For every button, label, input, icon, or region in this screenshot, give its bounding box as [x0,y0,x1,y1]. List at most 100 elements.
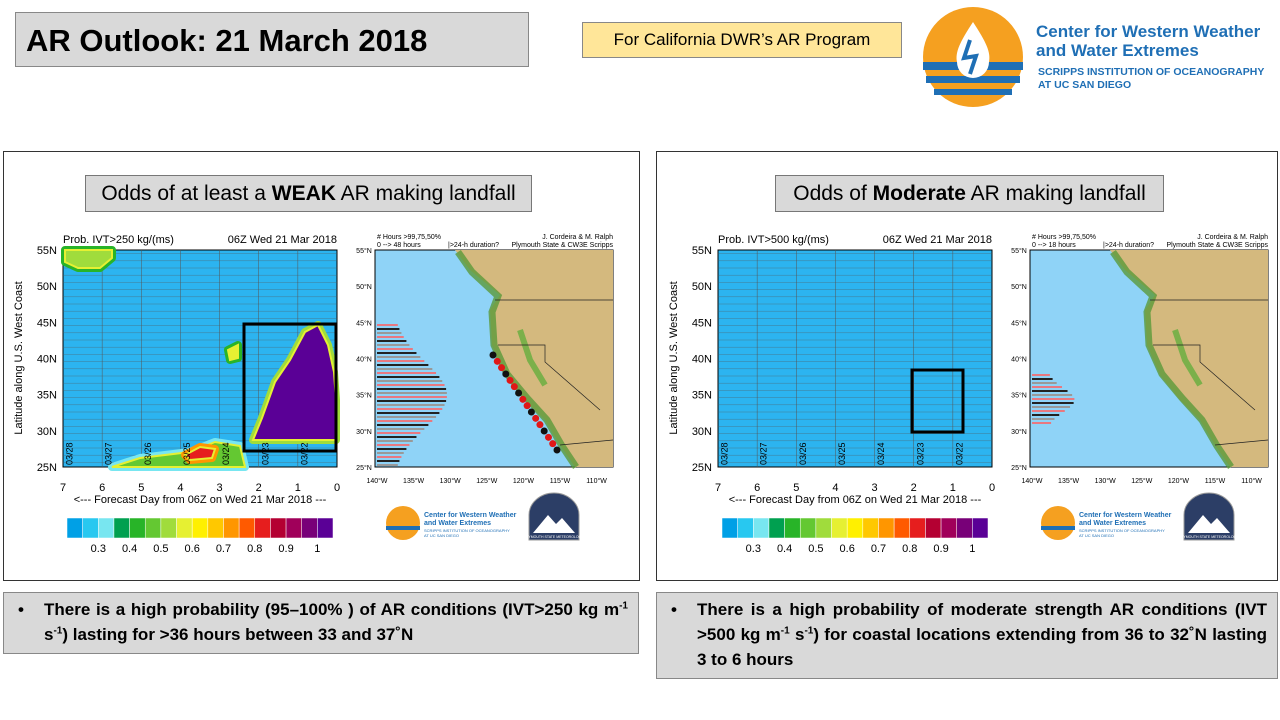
x-tick-label: 6 [99,482,105,494]
colorbar-cell [301,517,318,539]
x-tick-label: 5 [793,482,799,494]
map-lat-label: 50°N [1011,283,1027,291]
y-tick-label: 30N [692,426,712,438]
map-lon-label: 130°W [1095,477,1116,485]
mini-logo-stripe [386,526,420,530]
colorbar-cell [176,517,193,539]
plymouth-text: PLYMOUTH STATE METEOROLOGY [524,535,584,539]
landfall-dot [510,383,518,391]
highlight-box [910,368,965,434]
landfall-dot [523,402,531,410]
x-tick-label: 1 [950,482,956,494]
colorbar-label: 0.9 [933,543,948,555]
landfall-dot [540,427,548,435]
map-lat-label: 35°N [1011,392,1027,400]
map-credit: J. Cordeira & M. Ralph [542,234,613,241]
y-tick-label: 45N [692,317,712,329]
panel-graphics: Prob. IVT>250 kg/(ms) 06Z Wed 21 Mar 2018… [13,234,614,555]
date-label: 03/25 [837,442,847,465]
bullet-sup: -1 [53,625,63,637]
colorbar-cell [862,517,879,539]
logo-subtext: SCRIPPS INSTITUTION OF OCEANOGRAPHY [1038,66,1264,78]
colorbar-label: 0.6 [840,543,855,555]
mini-logo-stripe [1041,526,1075,530]
x-axis-title: <--- Forecast Day from 06Z on Wed 21 Mar… [729,494,982,506]
mini-logo-text: and Water Extremes [1079,520,1146,527]
colorbar-cell [191,517,209,539]
bullet-sup: -1 [780,625,790,637]
x-tick-label: 5 [138,482,144,494]
program-label: For California DWR’s AR Program [582,22,902,58]
colorbar-cell [878,517,895,539]
plot-time: 06Z Wed 21 Mar 2018 [228,234,337,246]
plymouth-mountain [533,515,575,533]
logo-stripe [934,89,1012,95]
colorbar-cell [98,517,115,539]
y-tick-label: 50N [37,281,57,293]
colorbar-cell [82,517,99,539]
colorbar-label: 0.3 [746,543,761,555]
plot-title: Prob. IVT>500 kg/(ms) [718,234,829,246]
plymouth-mountain [1188,515,1230,533]
map-border [559,439,614,446]
x-tick-label: 3 [872,482,878,494]
map-credit: Plymouth State & CW3E Scripps [1166,242,1268,249]
y-tick-label: 55N [692,245,712,257]
date-label: 03/22 [954,442,964,465]
date-label: 03/27 [759,442,769,465]
plot-time: 06Z Wed 21 Mar 2018 [883,234,992,246]
map-credit: Plymouth State & CW3E Scripps [511,242,613,249]
y-tick-label: 35N [37,390,57,402]
colorbar-cell [254,517,271,539]
mini-logo-text: and Water Extremes [424,520,491,527]
colorbar-cell [144,517,162,539]
landfall-dot [544,433,552,441]
landfall-dot [493,357,501,365]
colorbar-cell [831,517,848,539]
colorbar-cell [799,517,817,539]
date-label: 03/24 [876,442,886,465]
landfall-dot [519,395,527,403]
heading-text: Odds of at least a [101,182,272,205]
colorbar-cell [285,517,302,539]
date-label: 03/24 [221,442,231,465]
map-note: # Hours >99,75,50% [377,234,441,241]
y-tick-label: 55N [37,245,57,257]
map-valley [517,329,548,387]
colorbar-label: 0.8 [247,543,262,555]
y-tick-label: 25N [37,462,57,474]
map-lon-label: 140°W [366,477,387,485]
heading-text: AR making landfall [335,182,516,205]
map-lat-label: 25°N [356,464,372,472]
bullet-text: There is a high probability (95–100% ) o… [44,600,620,619]
colorbar-label: 0.5 [153,543,168,555]
colorbar-cell [317,517,334,539]
colorbar-label: 0.6 [185,543,200,555]
logo-stripe [926,76,1020,83]
landfall-dot [498,364,506,372]
panel [3,151,640,581]
bullet-text: ) for coastal locations extending from 3… [697,625,1267,669]
y-axis-title: Latitude along U.S. West Coast [668,281,680,434]
map-lon-label: 115°W [1205,477,1226,485]
colorbar-cell [721,517,738,539]
map-lat-label: 25°N [1011,464,1027,472]
colorbar-cell [113,517,130,539]
map-coast-green [1110,249,1234,469]
map-lon-label: 130°W [440,477,461,485]
map-valley [1172,329,1203,387]
map-lat-label: 55°N [356,247,372,255]
x-tick-label: 1 [295,482,301,494]
colorbar-cell [737,517,754,539]
colorbar-cell [909,517,926,539]
map-lat-label: 30°N [356,428,372,436]
mini-logo [1041,506,1075,540]
map-note: # Hours >99,75,50% [1032,234,1096,241]
colorbar-label: 0.4 [122,543,137,555]
x-tick-label: 4 [832,482,838,494]
y-tick-label: 40N [37,354,57,366]
x-tick-label: 4 [177,482,183,494]
bullet-text: ) lasting for >36 hours between 33 and 3… [62,625,414,644]
map-lon-label: 110°W [586,477,607,485]
date-label: 03/28 [65,442,75,465]
